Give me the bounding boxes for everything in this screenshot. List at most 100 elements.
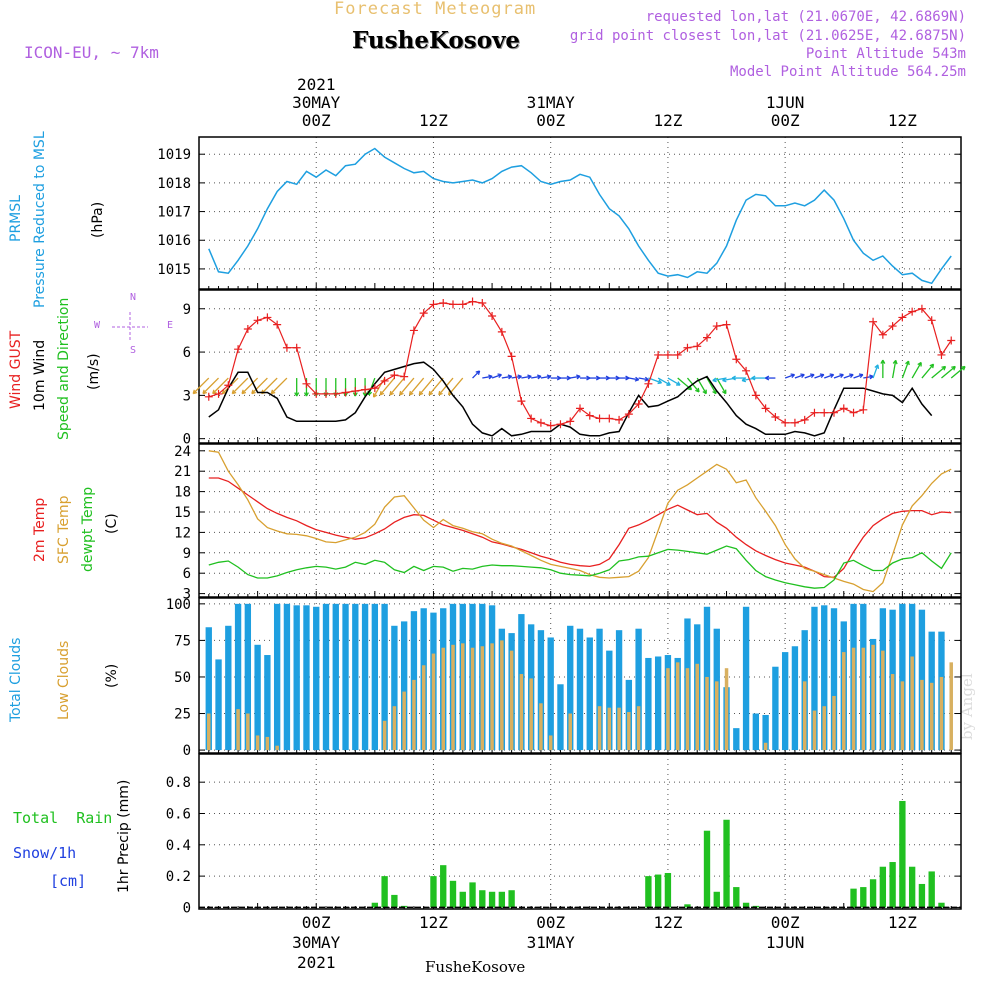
low-cloud-bar xyxy=(832,695,836,751)
gust-marker xyxy=(937,350,946,359)
panel-frame xyxy=(198,136,962,290)
total-cloud-bar xyxy=(371,603,379,751)
low-cloud-bar xyxy=(617,707,621,751)
gust-marker xyxy=(214,389,223,398)
wind-arrow xyxy=(251,377,268,395)
wind-arrow-head xyxy=(202,389,208,395)
rain-bar xyxy=(889,862,896,908)
low-cloud-bar xyxy=(568,713,572,751)
gust-marker xyxy=(595,414,604,423)
compass-e: E xyxy=(167,320,174,331)
total-cloud-bar xyxy=(821,605,828,751)
gust-marker xyxy=(546,421,555,430)
wind-arrow-head xyxy=(917,361,922,367)
y-tick-label: 75 xyxy=(174,633,191,649)
total-cloud-bar xyxy=(772,666,779,751)
gust-marker xyxy=(331,389,340,398)
rain-bar xyxy=(879,866,887,908)
total-cloud-bar xyxy=(322,603,330,751)
low-cloud-bar xyxy=(461,643,465,751)
snow-label: Snow/1h xyxy=(13,844,77,862)
total-cloud-bar xyxy=(606,650,613,751)
low-cloud-bar xyxy=(412,679,416,751)
total-cloud-bar xyxy=(293,605,300,751)
wind-arrow xyxy=(212,377,229,395)
gust-marker xyxy=(439,298,448,307)
y-tick-label: 9 xyxy=(183,546,191,562)
station-name: FusheKosove xyxy=(352,27,521,54)
total-cloud-bar xyxy=(635,628,642,751)
wind-arrow xyxy=(824,374,834,379)
wind-arrow xyxy=(941,365,956,379)
time-label-bottom: 00Z xyxy=(536,913,565,932)
panel-frame xyxy=(198,753,962,910)
total-cloud-bar xyxy=(234,603,242,751)
wind-arrow xyxy=(501,375,512,379)
low-cloud-bar xyxy=(842,652,846,751)
wind-arrow xyxy=(686,377,700,393)
panel-frame xyxy=(198,289,962,444)
wind-arrow-head xyxy=(790,373,796,379)
gust-marker xyxy=(449,300,457,309)
low-cloud-bar xyxy=(490,643,494,751)
wind-arrow-head xyxy=(722,377,727,383)
wind-arrow-head xyxy=(880,359,886,364)
gust-marker xyxy=(263,313,272,322)
wind-arrow xyxy=(409,377,425,396)
total-cloud-bar xyxy=(576,628,584,751)
wind-arrow xyxy=(784,374,795,379)
wind-arrow-head xyxy=(303,392,309,397)
wind-arrow-head xyxy=(800,373,805,379)
rain-bar xyxy=(479,890,486,908)
wind-arrow xyxy=(667,377,681,386)
gust-marker xyxy=(820,408,829,417)
wind-arrow-head xyxy=(810,373,815,379)
gust-marker xyxy=(390,371,399,380)
wind-arrow-head xyxy=(517,374,522,380)
rain-bar xyxy=(469,882,476,908)
low-cloud-bar xyxy=(275,745,279,751)
total-cloud-bar xyxy=(811,606,818,751)
total-cloud-bar xyxy=(742,606,750,751)
gust-marker xyxy=(380,376,389,385)
gust-marker xyxy=(830,408,838,417)
low-cloud-bar xyxy=(382,720,387,751)
rain-bar xyxy=(928,871,935,908)
low-cloud-bar xyxy=(236,709,240,751)
gust-marker xyxy=(370,384,379,393)
y-tick-label: 24 xyxy=(174,444,191,460)
time-label-bottom: 00Z xyxy=(302,913,331,932)
temp-2m-line xyxy=(208,477,952,578)
rain-bar xyxy=(733,887,740,908)
wind-arrow xyxy=(833,374,844,379)
wind-arrow-head xyxy=(657,379,663,385)
wind-arrow xyxy=(428,377,444,396)
time-label-top: 31MAY xyxy=(527,93,576,112)
wind-arrow-head xyxy=(819,373,825,379)
wind-arrow-head xyxy=(695,387,700,393)
gust-marker xyxy=(478,298,487,307)
time-label-bottom: 12Z xyxy=(419,913,448,932)
rain-bar xyxy=(713,891,720,908)
time-label-bottom: 00Z xyxy=(771,913,800,932)
gust-marker xyxy=(273,320,282,329)
rain-bar xyxy=(684,904,691,908)
wind-arrow-head xyxy=(408,390,414,396)
model-name: ICON-EU, ~ 7km xyxy=(24,43,159,62)
wind-arrow xyxy=(931,365,946,379)
low-cloud-bar xyxy=(529,678,533,751)
gust-marker xyxy=(536,418,545,427)
wind-arrow xyxy=(950,365,966,379)
wind-arrow xyxy=(863,375,874,379)
wind-arrow xyxy=(389,377,405,396)
gust-marker xyxy=(800,415,809,424)
total-cloud-bar xyxy=(899,603,906,751)
gust-marker xyxy=(615,415,624,424)
closest-coords: grid point closest lon,lat (21.0625E, 42… xyxy=(569,28,966,44)
wind-arrow-head xyxy=(418,390,424,396)
wind-arrow xyxy=(521,375,532,379)
time-label-top: 1JUN xyxy=(766,93,805,112)
y-tick-label: 3 xyxy=(183,587,191,603)
total-cloud-bar xyxy=(381,603,388,751)
wind-arrow-head xyxy=(389,390,394,396)
